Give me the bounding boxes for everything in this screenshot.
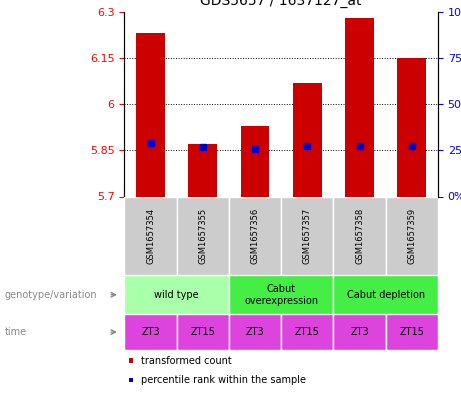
Text: GSM1657354: GSM1657354	[146, 208, 155, 264]
Text: transformed count: transformed count	[141, 356, 231, 365]
Bar	[129, 358, 133, 363]
Bar	[129, 378, 133, 382]
Bar	[229, 275, 333, 314]
Bar	[397, 58, 426, 196]
Bar	[229, 196, 281, 275]
Text: time: time	[5, 327, 27, 337]
Text: Cabut
overexpression: Cabut overexpression	[244, 284, 318, 305]
Bar	[177, 314, 229, 350]
Bar	[386, 196, 438, 275]
Text: ZT15: ZT15	[190, 327, 215, 337]
Bar	[281, 196, 333, 275]
Text: ZT15: ZT15	[399, 327, 424, 337]
Text: GSM1657358: GSM1657358	[355, 208, 364, 264]
Text: GSM1657355: GSM1657355	[198, 208, 207, 264]
Bar	[189, 144, 217, 196]
Bar	[333, 314, 386, 350]
Text: ZT15: ZT15	[295, 327, 320, 337]
Bar	[124, 314, 177, 350]
Bar	[241, 126, 269, 196]
Text: ZT3: ZT3	[246, 327, 265, 337]
Bar	[124, 196, 177, 275]
Text: percentile rank within the sample: percentile rank within the sample	[141, 375, 306, 385]
Bar	[333, 196, 386, 275]
Bar	[124, 275, 229, 314]
Bar	[386, 314, 438, 350]
Bar	[345, 18, 374, 196]
Bar	[229, 314, 281, 350]
Text: genotype/variation: genotype/variation	[5, 290, 97, 300]
Bar	[177, 196, 229, 275]
Text: ZT3: ZT3	[141, 327, 160, 337]
Text: wild type: wild type	[154, 290, 199, 300]
Title: GDS5657 / 1637127_at: GDS5657 / 1637127_at	[201, 0, 362, 8]
Text: GSM1657356: GSM1657356	[251, 208, 260, 264]
Bar	[136, 33, 165, 196]
Text: GSM1657357: GSM1657357	[303, 208, 312, 264]
Text: Cabut depletion: Cabut depletion	[347, 290, 425, 300]
Text: GSM1657359: GSM1657359	[408, 208, 416, 264]
Bar	[333, 275, 438, 314]
Bar	[293, 83, 322, 196]
Bar	[281, 314, 333, 350]
Text: ZT3: ZT3	[350, 327, 369, 337]
